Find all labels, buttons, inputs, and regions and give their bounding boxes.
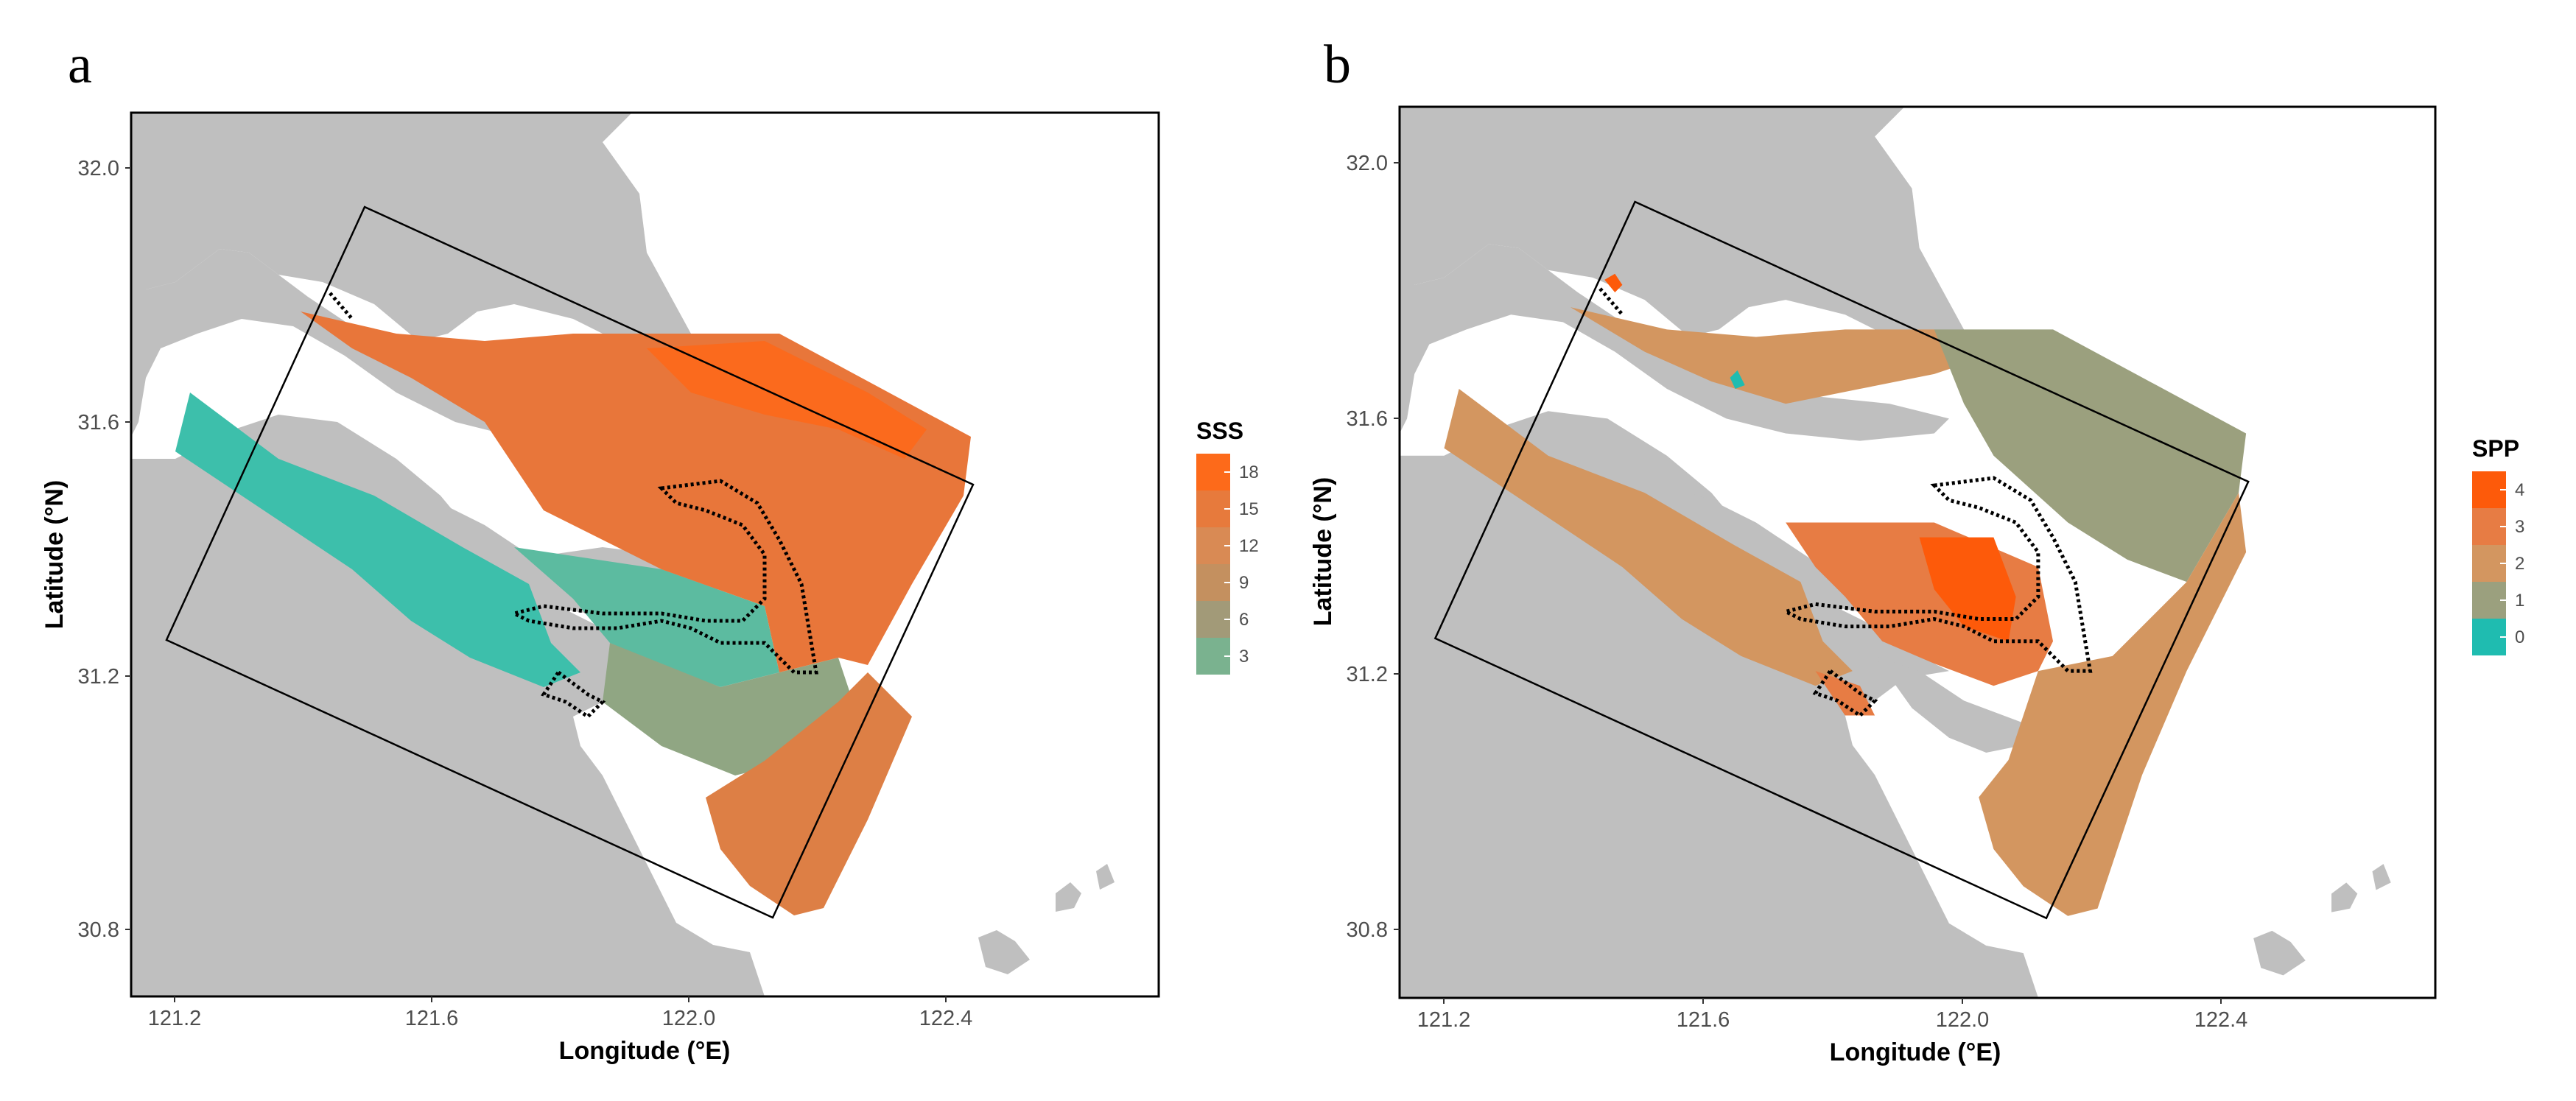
y-tick-label: 32.0 bbox=[1347, 152, 1388, 175]
x-axis-a: 121.2 121.6 122.0 122.4 Longitude (°E) bbox=[148, 996, 973, 1065]
legend-tick-label: 1 bbox=[2515, 591, 2524, 611]
protected-area-outline-small bbox=[541, 669, 606, 720]
x-axis-title: Longitude (°E) bbox=[559, 1037, 731, 1065]
panel-b: b bbox=[1309, 35, 2524, 1066]
x-tick-label: 122.0 bbox=[662, 1007, 716, 1030]
plot-frame-a bbox=[130, 111, 1160, 998]
y-axis-b: 32.0 31.6 31.2 30.8 Latitude (°N) bbox=[1309, 152, 1400, 942]
study-domain-box bbox=[165, 205, 975, 919]
sss-field-south bbox=[706, 672, 912, 915]
x-tick-label: 121.2 bbox=[148, 1007, 202, 1030]
spp-field-2 bbox=[1444, 389, 1853, 686]
x-tick-label: 121.6 bbox=[405, 1007, 459, 1030]
y-tick-label: 30.8 bbox=[78, 918, 119, 942]
legend-spp: SPP 4 3 2 1 0 bbox=[2472, 435, 2524, 655]
sss-field-mid bbox=[514, 547, 779, 687]
legend-tick-label: 3 bbox=[1239, 647, 1249, 666]
spp-field-1 bbox=[1934, 329, 2247, 583]
panel-label-a: a bbox=[68, 35, 92, 95]
y-axis-title: Latitude (°N) bbox=[41, 480, 69, 629]
spp-field-2-south bbox=[1979, 493, 2247, 916]
panel-a: a bbox=[41, 35, 1259, 1065]
y-tick-label: 31.6 bbox=[1347, 407, 1388, 431]
legend-title: SSS bbox=[1196, 418, 1243, 444]
x-tick-label: 121.6 bbox=[1677, 1008, 1730, 1032]
x-tick-label: 122.0 bbox=[1936, 1008, 1990, 1032]
x-axis-b: 121.2 121.6 122.0 122.4 Longitude (°E) bbox=[1417, 998, 2248, 1066]
y-tick-label: 31.2 bbox=[1347, 663, 1388, 686]
panel-label-b: b bbox=[1324, 35, 1351, 95]
x-axis-title: Longitude (°E) bbox=[1830, 1038, 2001, 1066]
spp-field-0 bbox=[1730, 370, 1745, 390]
x-tick-label: 121.2 bbox=[1417, 1008, 1471, 1032]
study-domain-box bbox=[1433, 200, 2250, 920]
protected-area-outline-small bbox=[1812, 668, 1878, 718]
legend-title: SPP bbox=[2472, 435, 2519, 462]
x-tick-label: 122.4 bbox=[919, 1007, 973, 1030]
legend-tick-label: 15 bbox=[1239, 499, 1259, 519]
map-area-b bbox=[1398, 105, 2437, 999]
y-tick-label: 31.6 bbox=[78, 411, 119, 435]
x-tick-label: 122.4 bbox=[2194, 1008, 2248, 1032]
legend-tick-label: 18 bbox=[1239, 462, 1259, 482]
y-tick-label: 30.8 bbox=[1347, 918, 1388, 942]
y-axis-a: 32.0 31.6 31.2 30.8 Latitude (°N) bbox=[41, 157, 131, 942]
y-tick-label: 32.0 bbox=[78, 157, 119, 180]
y-tick-label: 31.2 bbox=[78, 665, 119, 689]
legend-tick-label: 6 bbox=[1239, 610, 1249, 630]
legend-tick-label: 9 bbox=[1239, 573, 1249, 593]
map-area-a bbox=[130, 111, 1160, 998]
spp-field-4-north bbox=[1604, 273, 1623, 292]
legend-tick-label: 0 bbox=[2515, 627, 2524, 647]
legend-tick-label: 12 bbox=[1239, 536, 1259, 556]
legend-tick-label: 3 bbox=[2515, 517, 2524, 537]
y-axis-title: Latitude (°N) bbox=[1309, 477, 1337, 626]
legend-sss: SSS 18 15 12 9 6 3 bbox=[1196, 418, 1259, 675]
spp-field-4 bbox=[1919, 537, 2016, 641]
sss-field-low bbox=[175, 393, 580, 687]
plot-frame-b bbox=[1398, 105, 2437, 999]
legend-tick-label: 2 bbox=[2515, 554, 2524, 574]
spp-field-3-small bbox=[1815, 671, 1875, 716]
legend-tick-label: 4 bbox=[2515, 480, 2524, 500]
spp-field-2-north bbox=[1570, 307, 1979, 404]
